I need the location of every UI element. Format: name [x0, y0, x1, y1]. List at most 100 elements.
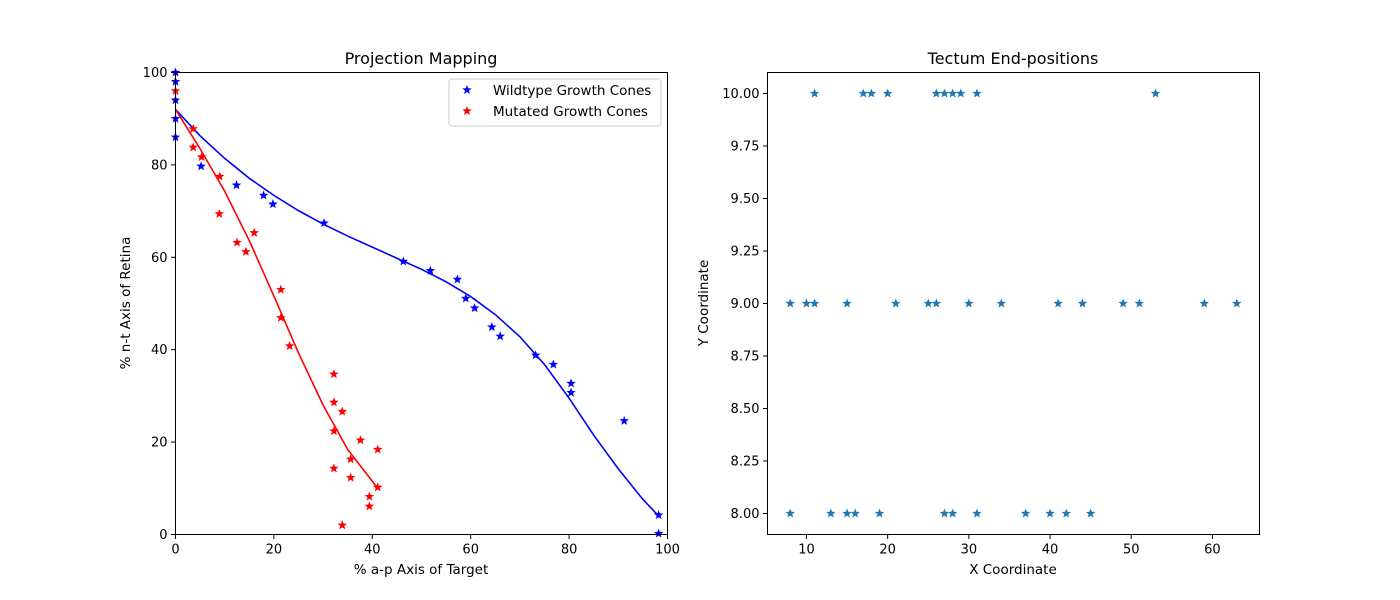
- data-point: [487, 322, 497, 332]
- data-point: [850, 508, 860, 518]
- projection-mapping-chart: Projection Mapping 0 20 40 60 80 100 0 20 40 60 8…: [118, 49, 680, 578]
- data-point: [284, 341, 295, 351]
- data-point: [1150, 88, 1161, 98]
- data-point: [858, 88, 869, 98]
- data-point: [566, 387, 576, 397]
- data-point: [337, 520, 348, 530]
- legend-marker-wildtype: [462, 85, 472, 95]
- y-ticks-right: 8.00 8.25 8.50 8.75 9.00 9.25 9.50 9.75 10.00: [722, 87, 768, 522]
- x-tick-label: 60: [1204, 543, 1221, 558]
- data-point: [842, 508, 852, 518]
- x-axis-label-right: X Coordinate: [969, 562, 1057, 578]
- legend-box: [448, 78, 662, 127]
- data-point: [785, 298, 795, 308]
- chart-title-left: Projection Mapping: [345, 49, 498, 68]
- fit-line-1: [174, 109, 379, 489]
- data-point: [329, 397, 339, 407]
- y-tick-label: 20: [151, 436, 168, 451]
- data-point: [866, 88, 877, 98]
- data-point: [1020, 508, 1031, 518]
- data-point: [826, 508, 836, 518]
- data-point: [215, 171, 225, 181]
- data-point: [801, 298, 812, 308]
- data-point: [955, 88, 966, 98]
- x-tick-label: 20: [879, 543, 896, 558]
- data-point: [785, 508, 795, 518]
- x-tick-label: 50: [1123, 543, 1140, 558]
- data-point: [1045, 508, 1055, 518]
- data-point: [972, 508, 982, 518]
- data-point: [268, 199, 278, 209]
- data-point: [939, 88, 950, 98]
- data-point: [931, 88, 942, 98]
- data-point: [891, 298, 901, 308]
- legend-marker: [462, 106, 472, 116]
- y-tick-label: 9.25: [731, 245, 760, 260]
- data-point: [1053, 298, 1063, 308]
- y-tick-label: 9.00: [731, 297, 760, 312]
- chart-title-right: Tectum End-positions: [927, 49, 1099, 68]
- data-point: [345, 472, 356, 482]
- legend-marker-mutated: [462, 106, 472, 116]
- data-point: [232, 237, 242, 247]
- y-tick-label: 80: [151, 158, 168, 173]
- data-point: [566, 378, 576, 388]
- x-ticks-right: 10 20 30 40 50 60: [798, 534, 1221, 558]
- tectum-end-positions-chart: Tectum End-positions 10 20 30 40 50 60 8.008.…: [696, 49, 1260, 578]
- data-point: [249, 227, 259, 237]
- data-point: [530, 350, 541, 360]
- data-point: [196, 152, 207, 162]
- data-point: [1199, 298, 1210, 308]
- data-point: [947, 88, 958, 98]
- x-tick-label: 80: [561, 543, 578, 558]
- legend-marker: [462, 85, 472, 95]
- data-point: [947, 508, 958, 518]
- data-point: [196, 161, 206, 171]
- data-point: [364, 501, 375, 511]
- data-point: [809, 88, 820, 98]
- y-axis-label-right: Y Coordinate: [696, 260, 712, 348]
- data-point: [653, 528, 664, 538]
- x-ticks-left: 0 20 40 60 80 100: [171, 534, 680, 558]
- legend-label-wildtype: Wildtype Growth Cones: [493, 83, 651, 99]
- plot-area-right: [785, 88, 1242, 518]
- axes-frame-left: [175, 72, 668, 535]
- x-tick-label: 20: [266, 543, 283, 558]
- data-point: [809, 298, 820, 308]
- data-point: [452, 274, 463, 284]
- data-point: [469, 303, 480, 313]
- axes-frame-right: [767, 72, 1260, 535]
- y-tick-label: 8.00: [731, 507, 760, 522]
- y-tick-label: 9.50: [731, 192, 760, 207]
- x-tick-label: 40: [364, 543, 381, 558]
- data-point: [874, 508, 885, 518]
- y-tick-label: 40: [151, 343, 168, 358]
- y-tick-label: 60: [151, 251, 168, 266]
- data-point: [355, 435, 366, 445]
- y-tick-label: 0: [159, 528, 167, 543]
- data-point: [653, 510, 664, 520]
- data-point: [188, 123, 198, 133]
- data-point: [1061, 508, 1072, 518]
- data-point: [372, 444, 383, 454]
- data-point: [996, 298, 1007, 308]
- fit-line-0: [174, 108, 660, 517]
- data-point: [548, 359, 559, 369]
- data-point: [214, 208, 225, 218]
- data-point: [882, 88, 893, 98]
- data-point: [329, 426, 339, 436]
- data-point: [964, 298, 974, 308]
- data-point: [319, 218, 329, 228]
- data-point: [842, 298, 852, 308]
- data-point: [1232, 298, 1242, 308]
- y-ticks-left: 0 20 40 60 80 100: [143, 66, 176, 543]
- y-axis-label-left: % n-t Axis of Retina: [118, 237, 134, 370]
- x-tick-label: 40: [1042, 543, 1059, 558]
- legend: Wildtype Growth Cones Mutated Growth Con…: [448, 78, 662, 127]
- y-tick-label: 8.25: [731, 455, 760, 470]
- data-point: [1118, 298, 1128, 308]
- data-point: [1134, 298, 1145, 308]
- y-tick-label: 8.50: [731, 402, 760, 417]
- x-tick-label: 100: [655, 543, 680, 558]
